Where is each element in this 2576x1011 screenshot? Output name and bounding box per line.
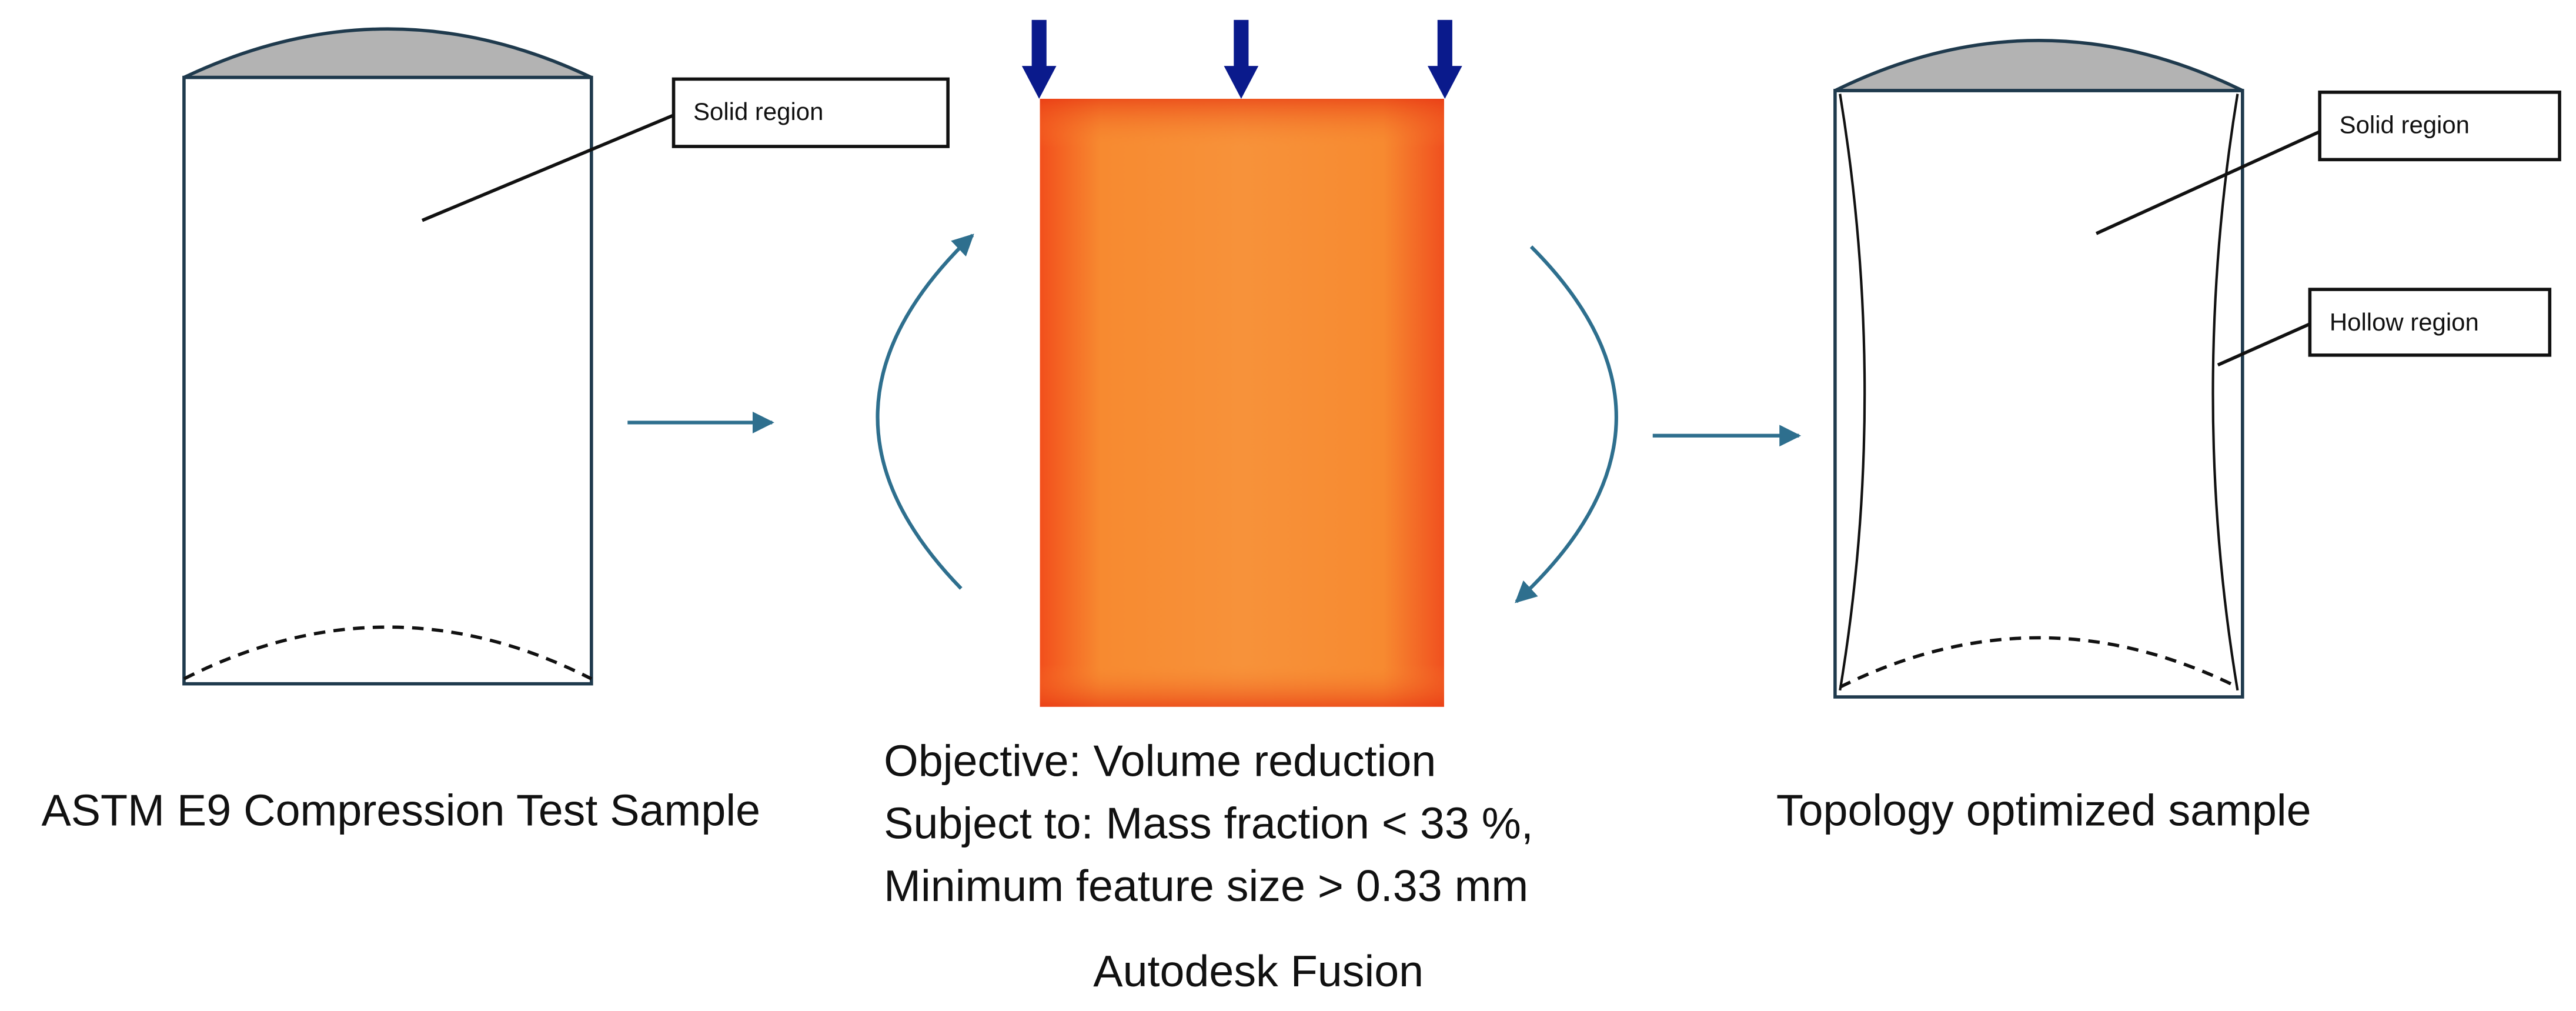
left-sample: Solid region ASTM E9 Compression Test Sa… [41, 27, 950, 835]
right-sample: Solid region Hollow region Topology opti… [1776, 39, 2561, 835]
simulation: Objective: Volume reduction Subject to: … [876, 19, 1618, 996]
callout-label: Solid region [2340, 111, 2470, 139]
caption: Autodesk Fusion [1093, 946, 1424, 996]
objective-line: Minimum feature size > 0.33 mm [884, 861, 1528, 910]
callout-label: Hollow region [2330, 308, 2479, 336]
objective-line: Objective: Volume reduction [884, 736, 1436, 785]
callout-label: Solid region [693, 98, 823, 125]
objective-line: Subject to: Mass fraction < 33 %, [884, 799, 1533, 848]
caption: ASTM E9 Compression Test Sample [41, 785, 760, 835]
caption: Topology optimized sample [1776, 785, 2311, 835]
